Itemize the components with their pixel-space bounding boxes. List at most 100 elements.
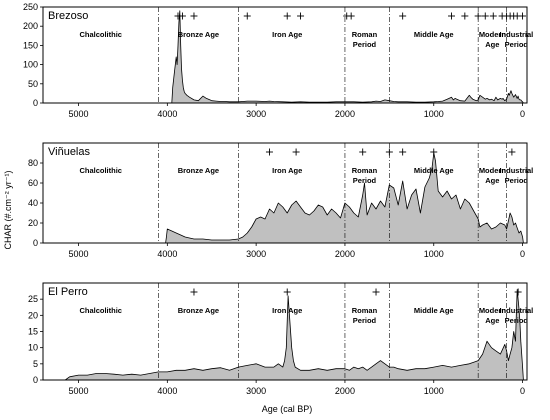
x-tick-label: 2000 bbox=[335, 249, 355, 259]
y-tick-label: 150 bbox=[23, 40, 38, 50]
period-label: Industrial Period bbox=[499, 166, 533, 185]
period-label-line: Period bbox=[353, 316, 377, 325]
period-label-line: Period bbox=[505, 176, 529, 185]
period-label-line: Modern bbox=[479, 30, 507, 39]
x-tick-label: 4000 bbox=[157, 386, 177, 396]
y-tick-label: 60 bbox=[28, 178, 38, 188]
period-label-line: Industrial bbox=[499, 30, 533, 39]
period-label-line: Chalcolithic bbox=[79, 306, 122, 315]
x-tick-label: 5000 bbox=[69, 386, 89, 396]
y-tick-label: 0 bbox=[33, 98, 38, 108]
period-label: Iron Age bbox=[272, 306, 302, 315]
y-tick-label: 200 bbox=[23, 21, 38, 31]
period-label-line: Industrial bbox=[499, 166, 533, 175]
period-label: Industrial Period bbox=[499, 306, 533, 325]
period-label: Chalcolithic bbox=[79, 306, 122, 315]
period-label-line: Modern bbox=[479, 166, 507, 175]
x-tick-label: 3000 bbox=[246, 386, 266, 396]
x-tick-label: 5000 bbox=[69, 109, 89, 119]
period-label-line: Bronze Age bbox=[178, 166, 219, 175]
y-tick-label: 250 bbox=[23, 2, 38, 12]
y-tick-label: 0 bbox=[33, 238, 38, 248]
period-label-line: Middle Age bbox=[414, 166, 454, 175]
period-label: Industrial Period bbox=[499, 30, 533, 49]
period-label: Bronze Age bbox=[178, 306, 219, 315]
period-label-line: Iron Age bbox=[272, 166, 302, 175]
period-label-line: Industrial bbox=[499, 306, 533, 315]
period-label-line: Roman bbox=[352, 30, 378, 39]
x-tick-label: 1000 bbox=[424, 386, 444, 396]
period-label: Roman Period bbox=[352, 166, 378, 185]
period-label-line: Bronze Age bbox=[178, 30, 219, 39]
y-tick-label: 20 bbox=[28, 310, 38, 320]
period-label-line: Age bbox=[485, 40, 499, 49]
x-tick-label: 3000 bbox=[246, 249, 266, 259]
x-tick-label: 0 bbox=[520, 109, 525, 119]
x-tick-label: 0 bbox=[520, 386, 525, 396]
period-label: Iron Age bbox=[272, 30, 302, 39]
period-label-line: Bronze Age bbox=[178, 306, 219, 315]
period-label: Modern Age bbox=[479, 306, 507, 325]
period-label: Bronze Age bbox=[178, 166, 219, 175]
x-tick-label: 5000 bbox=[69, 249, 89, 259]
x-tick-label: 2000 bbox=[335, 109, 355, 119]
y-tick-label: 20 bbox=[28, 218, 38, 228]
period-label: Modern Age bbox=[479, 30, 507, 49]
x-tick-label: 1000 bbox=[424, 109, 444, 119]
period-label: Modern Age bbox=[479, 166, 507, 185]
y-axis-title: CHAR (#.cm⁻² yr⁻¹) bbox=[3, 171, 13, 250]
y-tick-label: 15 bbox=[28, 327, 38, 337]
char-area-series bbox=[165, 152, 524, 244]
char-area-series bbox=[171, 10, 524, 104]
x-tick-label: 4000 bbox=[157, 249, 177, 259]
x-tick-label: 2000 bbox=[335, 386, 355, 396]
panel-title: El Perro bbox=[48, 286, 88, 298]
y-tick-label: 10 bbox=[28, 343, 38, 353]
y-tick-label: 40 bbox=[28, 198, 38, 208]
period-label: Roman Period bbox=[352, 306, 378, 325]
period-label-line: Chalcolithic bbox=[79, 166, 122, 175]
period-label: Chalcolithic bbox=[79, 30, 122, 39]
period-label-line: Chalcolithic bbox=[79, 30, 122, 39]
panel-el-perro: Chalcolithic Bronze Age Iron Age Roman Perio… bbox=[28, 282, 533, 396]
period-label-line: Period bbox=[353, 176, 377, 185]
period-label-line: Period bbox=[505, 316, 529, 325]
y-tick-label: 100 bbox=[23, 60, 38, 70]
period-label-line: Middle Age bbox=[414, 306, 454, 315]
period-label: Bronze Age bbox=[178, 30, 219, 39]
panel-vinuelas: Chalcolithic Bronze Age Iron Age Roman Perio… bbox=[28, 142, 533, 259]
plot-frame bbox=[42, 6, 528, 104]
period-label: Middle Age bbox=[414, 166, 454, 175]
period-label: Middle Age bbox=[414, 30, 454, 39]
char-area-series bbox=[64, 289, 524, 381]
plot-frame bbox=[42, 142, 528, 244]
period-label-line: Modern bbox=[479, 306, 507, 315]
x-tick-label: 1000 bbox=[424, 249, 444, 259]
x-axis-title: Age (cal BP) bbox=[262, 404, 313, 414]
x-tick-label: 3000 bbox=[246, 109, 266, 119]
y-tick-label: 5 bbox=[33, 359, 38, 369]
y-tick-label: 0 bbox=[33, 375, 38, 385]
period-label-line: Iron Age bbox=[272, 30, 302, 39]
period-label-line: Roman bbox=[352, 306, 378, 315]
panel-title: Brezoso bbox=[48, 10, 88, 22]
y-tick-label: 25 bbox=[28, 294, 38, 304]
period-label-line: Iron Age bbox=[272, 306, 302, 315]
period-label-line: Age bbox=[485, 316, 499, 325]
period-label-line: Age bbox=[485, 176, 499, 185]
period-label: Middle Age bbox=[414, 306, 454, 315]
period-label: Chalcolithic bbox=[79, 166, 122, 175]
period-label: Roman Period bbox=[352, 30, 378, 49]
y-tick-label: 50 bbox=[28, 79, 38, 89]
x-tick-label: 4000 bbox=[157, 109, 177, 119]
panel-brezoso: Chalcolithic Bronze Age Iron Age Roman Perio… bbox=[23, 2, 533, 119]
period-label-line: Roman bbox=[352, 166, 378, 175]
period-label-line: Period bbox=[505, 40, 529, 49]
period-label-line: Middle Age bbox=[414, 30, 454, 39]
panel-title: Viñuelas bbox=[48, 146, 90, 158]
y-tick-label: 80 bbox=[28, 158, 38, 168]
period-label-line: Period bbox=[353, 40, 377, 49]
period-label: Iron Age bbox=[272, 166, 302, 175]
x-tick-label: 0 bbox=[520, 249, 525, 259]
